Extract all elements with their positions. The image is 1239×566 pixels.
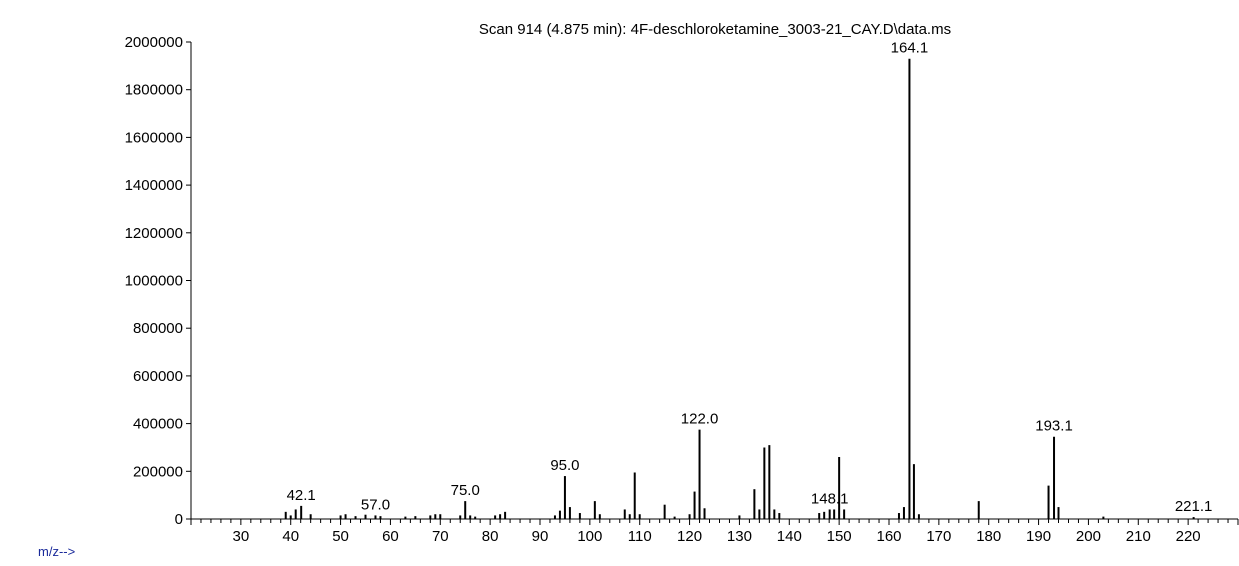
peak-label-122.0: 122.0 — [681, 411, 719, 428]
x-tick-label-30: 30 — [233, 528, 250, 545]
peak-bars — [284, 58, 1195, 519]
peak-label-75.0: 75.0 — [451, 482, 480, 499]
y-tick-label-1600000: 1600000 — [125, 129, 183, 146]
chart-title: Scan 914 (4.875 min): 4F-deschloroketami… — [479, 21, 951, 38]
y-tick-label-600000: 600000 — [133, 368, 183, 385]
x-tick-label-120: 120 — [677, 528, 702, 545]
peak-label-95.0: 95.0 — [550, 457, 579, 474]
x-tick-label-60: 60 — [382, 528, 399, 545]
x-axis-ticks: 30 40 50 60 70 80 90 100 110 120 130 140 150 160 170 18… — [190, 519, 1239, 545]
x-tick-label-70: 70 — [432, 528, 449, 545]
y-tick-label-1400000: 1400000 — [125, 177, 183, 194]
x-tick-label-150: 150 — [827, 528, 852, 545]
peak-label-42.1: 42.1 — [287, 487, 316, 504]
y-tick-label-1200000: 1200000 — [125, 225, 183, 242]
y-tick-label-1800000: 1800000 — [125, 82, 183, 99]
y-tick-label-200000: 200000 — [133, 463, 183, 480]
x-tick-label-190: 190 — [1026, 528, 1051, 545]
x-tick-label-180: 180 — [976, 528, 1001, 545]
peak-labels: 42.1 57.0 75.0 95.0 122.0 148.1 164.1 193.1 221.… — [287, 40, 1213, 515]
y-tick-label-400000: 400000 — [133, 416, 183, 433]
y-tick-label-800000: 800000 — [133, 320, 183, 337]
peak-label-57.0: 57.0 — [361, 496, 390, 513]
y-axis-ticks: 0 200000 400000 600000 800000 1000000 1200000 1… — [125, 34, 191, 528]
x-axis-label: m/z--> — [38, 544, 75, 559]
peak-label-164.1: 164.1 — [891, 40, 929, 57]
x-tick-label-100: 100 — [577, 528, 602, 545]
peak-label-148.1: 148.1 — [811, 490, 849, 507]
peak-label-193.1: 193.1 — [1035, 418, 1073, 435]
x-tick-label-200: 200 — [1076, 528, 1101, 545]
x-tick-label-140: 140 — [777, 528, 802, 545]
peak-label-221.1: 221.1 — [1175, 498, 1213, 515]
y-tick-label-2000000: 2000000 — [125, 34, 183, 51]
x-tick-label-220: 220 — [1176, 528, 1201, 545]
x-tick-label-80: 80 — [482, 528, 499, 545]
x-tick-label-170: 170 — [926, 528, 951, 545]
x-tick-label-130: 130 — [727, 528, 752, 545]
y-tick-label-1000000: 1000000 — [125, 273, 183, 290]
x-tick-label-40: 40 — [282, 528, 299, 545]
y-tick-label-0: 0 — [175, 511, 183, 528]
x-tick-label-90: 90 — [532, 528, 549, 545]
x-tick-label-210: 210 — [1126, 528, 1151, 545]
x-tick-label-50: 50 — [332, 528, 349, 545]
x-tick-label-110: 110 — [628, 528, 652, 545]
x-tick-label-160: 160 — [876, 528, 901, 545]
